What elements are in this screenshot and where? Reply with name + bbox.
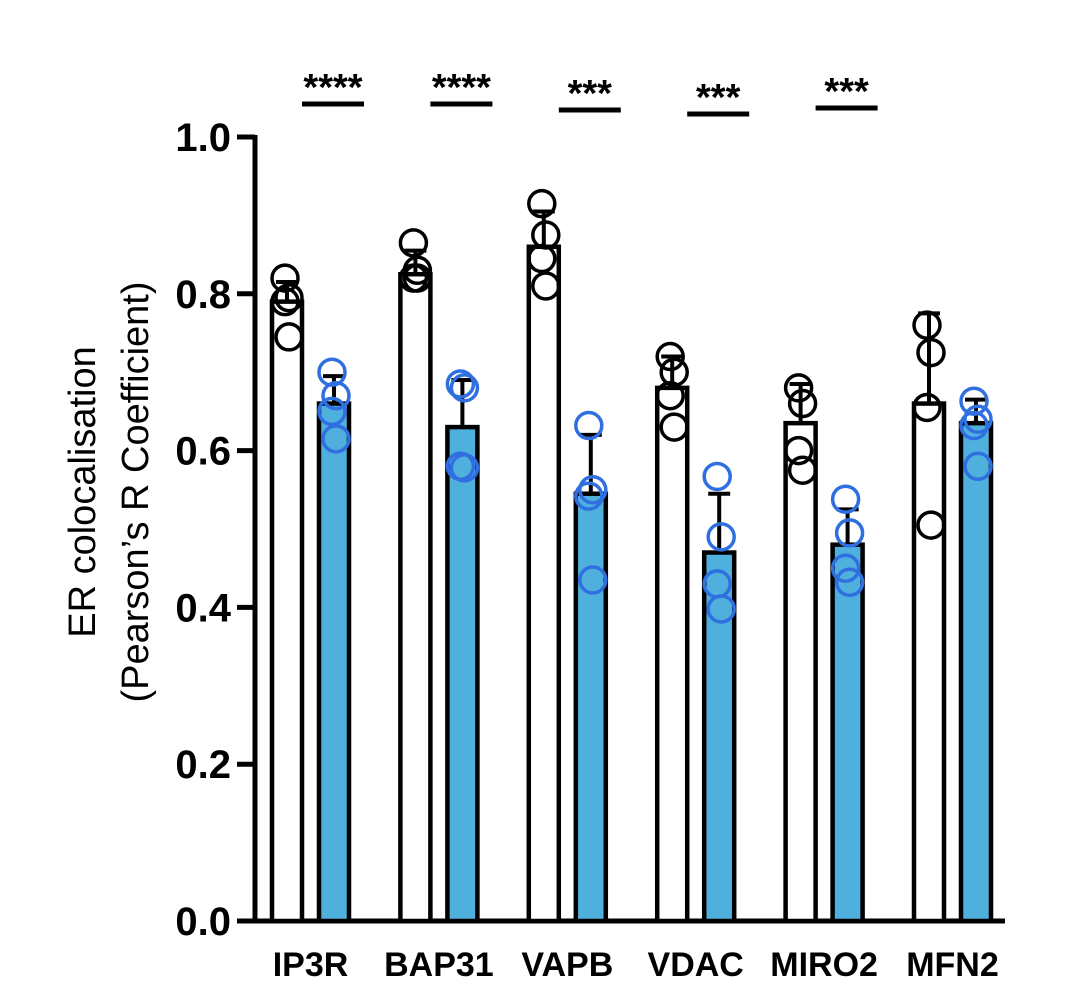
data-point <box>783 435 814 466</box>
data-point <box>834 567 865 598</box>
bar <box>654 385 690 924</box>
bar <box>573 491 609 924</box>
data-point <box>445 369 476 399</box>
data-point <box>398 228 429 258</box>
data-point <box>321 380 351 411</box>
significance-label: *** <box>824 71 869 113</box>
data-point <box>527 188 557 219</box>
data-point <box>916 510 946 540</box>
data-point <box>274 322 304 352</box>
plot-area: 0.0 0.2 0.4 0.6 0.8 1.0 IP3R BAP31 VAPB VDAC MIRO2… <box>175 67 1005 984</box>
bar <box>269 299 305 924</box>
data-point <box>574 481 604 511</box>
data-point <box>963 404 993 434</box>
data-point <box>531 271 561 301</box>
data-point <box>706 594 736 624</box>
data-point <box>270 263 300 293</box>
data-point <box>706 522 736 552</box>
bar <box>526 244 562 924</box>
x-tick-label: MFN2 <box>906 946 999 983</box>
data-point <box>317 396 347 427</box>
data-point <box>449 453 480 483</box>
significance-label: *** <box>568 73 613 115</box>
y-axis-title-line2: (Pearson’s R Coefficient) <box>115 281 157 702</box>
y-axis-title-line1: ER colocalisation <box>62 346 104 637</box>
x-tick-label: VDAC <box>648 946 744 983</box>
data-point <box>655 341 685 372</box>
data-point <box>578 565 608 595</box>
significance-label: **** <box>432 67 491 109</box>
x-tick-label: IP3R <box>273 946 349 983</box>
data-point <box>531 220 561 250</box>
data-point <box>783 373 814 403</box>
y-tick-label: 0.6 <box>175 430 231 474</box>
data-point <box>578 475 608 505</box>
data-point <box>787 388 818 419</box>
significance-label: *** <box>696 77 741 119</box>
bar <box>958 420 994 924</box>
data-point <box>702 461 732 492</box>
data-point <box>830 484 861 514</box>
bar <box>830 542 865 924</box>
data-point <box>830 553 861 583</box>
x-tick-label: BAP31 <box>384 946 494 983</box>
y-axis-title: ER colocalisation (Pearson’s R Coefficie… <box>62 281 157 702</box>
data-point <box>270 286 300 317</box>
data-point <box>402 263 433 293</box>
data-point <box>912 392 942 423</box>
data-point <box>449 373 480 403</box>
bar <box>398 271 433 924</box>
y-tick-label: 0.4 <box>175 586 231 630</box>
data-point <box>963 451 993 482</box>
y-tick-label: 0.0 <box>175 900 231 944</box>
data-point <box>655 380 685 411</box>
data-point <box>321 424 351 454</box>
data-point <box>787 455 818 485</box>
data-point <box>912 310 942 340</box>
data-point <box>574 410 604 441</box>
data-point <box>274 282 304 313</box>
data-point <box>317 357 347 387</box>
significance-label: **** <box>303 67 362 109</box>
y-tick-label: 0.8 <box>175 273 231 317</box>
data-point <box>527 243 557 274</box>
y-tick-label: 1.0 <box>175 116 231 160</box>
bar <box>783 420 818 924</box>
bar <box>316 401 352 924</box>
x-tick-label: VAPB <box>521 946 613 983</box>
x-tick-label: MIRO2 <box>770 946 878 983</box>
bar <box>445 424 480 924</box>
data-point <box>834 518 865 548</box>
data-point <box>659 357 689 387</box>
data-point <box>659 412 689 442</box>
y-tick-label: 0.2 <box>175 743 231 787</box>
data-point <box>959 410 989 441</box>
bar <box>911 401 947 924</box>
data-point <box>916 337 946 368</box>
